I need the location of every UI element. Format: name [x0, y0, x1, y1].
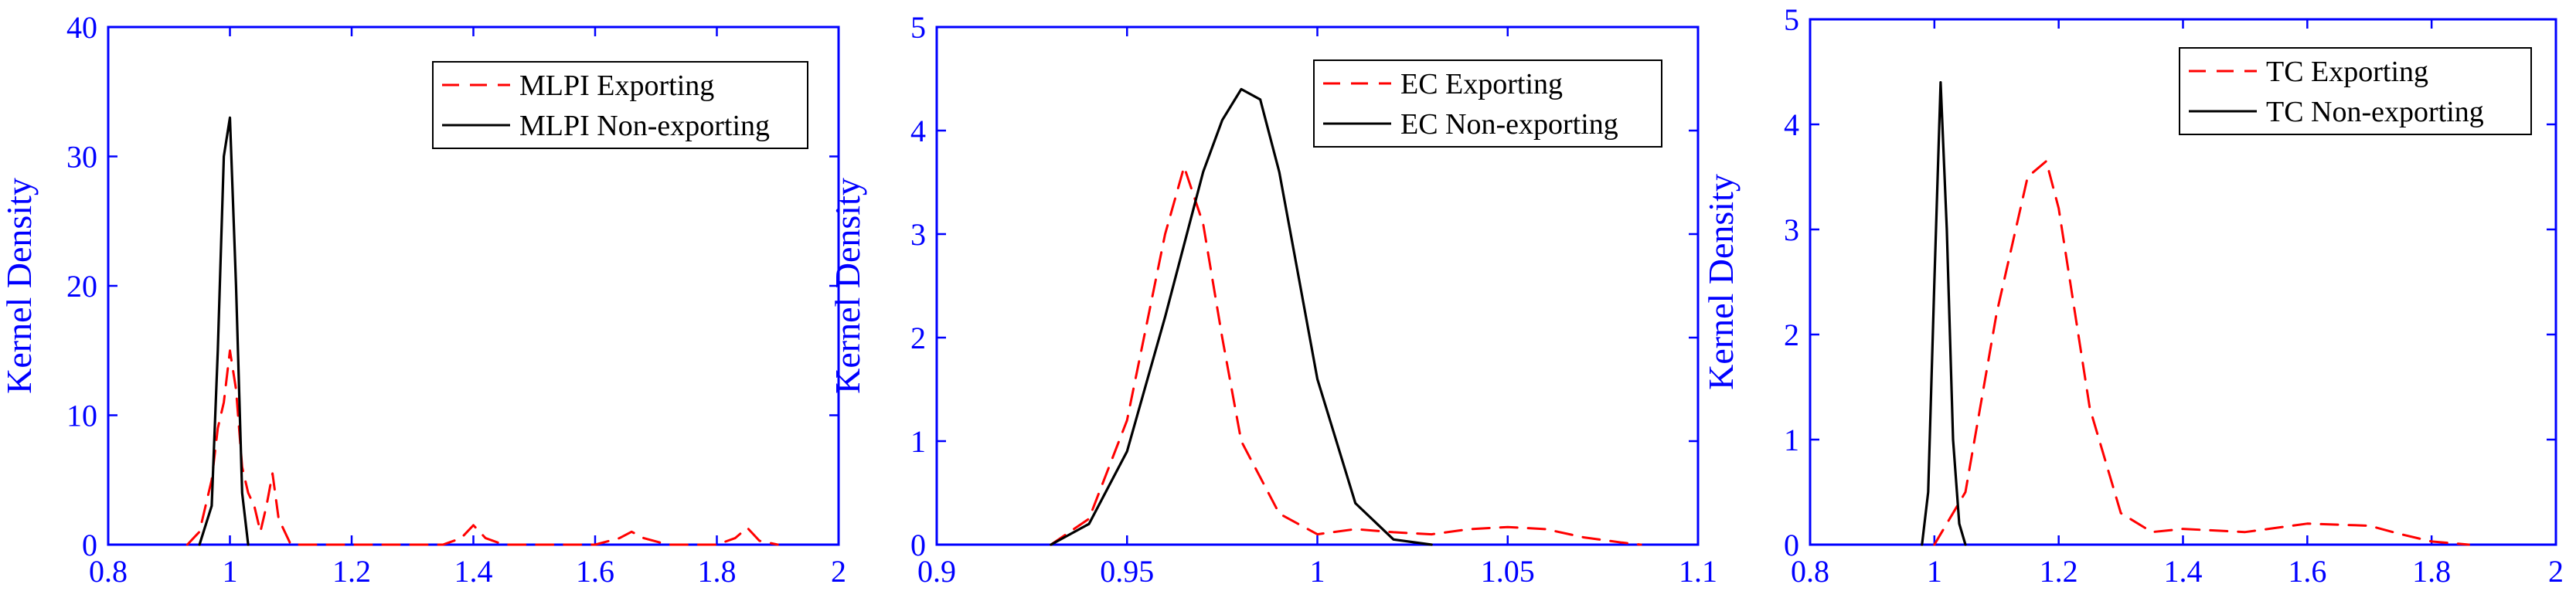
legend-entry: EC Exporting: [1400, 68, 1563, 100]
x-tick-label: 1.8: [2412, 554, 2451, 589]
x-tick-label: 2: [831, 554, 846, 589]
y-tick-label: 5: [910, 10, 926, 45]
y-tick-label: 0: [82, 528, 97, 562]
legend: MLPI Exporting MLPI Non-exporting: [432, 61, 808, 149]
y-tick-label: 3: [1784, 212, 1799, 247]
y-tick-label: 0: [1784, 528, 1799, 562]
x-tick-label: 1.2: [2040, 554, 2078, 589]
legend-entry: MLPI Non-exporting: [519, 110, 770, 142]
x-tick-label: 1: [223, 554, 238, 589]
y-tick-label: 5: [1784, 2, 1799, 37]
y-tick-label: 4: [910, 114, 926, 148]
y-tick-label: 30: [66, 140, 97, 175]
x-tick-label: 1.05: [1481, 554, 1535, 589]
y-tick-label: 10: [66, 399, 97, 433]
series-line-2: [1050, 87, 1433, 546]
x-tick-label: 1.2: [332, 554, 371, 589]
chart-panel-2: 0.9 0.95 1 1.05 1.1 0 1 2 3 4 5 Kernel Density EC Ex…: [828, 10, 1717, 589]
legend: EC Exporting EC Non-exporting: [1313, 59, 1662, 148]
series-line-2: [198, 116, 250, 546]
y-tick-label: 4: [1784, 107, 1799, 142]
legend-entry: MLPI Exporting: [519, 70, 714, 102]
y-tick-label: 2: [1784, 318, 1799, 352]
y-tick-label: 2: [910, 321, 926, 355]
y-tick-label: 0: [910, 528, 926, 562]
series-line-1: [1933, 160, 2470, 546]
x-tick-label: 0.8: [89, 554, 128, 589]
legend-box: [1313, 59, 1662, 148]
y-tick-label: 40: [66, 10, 97, 45]
legend-entry: TC Non-exporting: [2266, 96, 2484, 128]
y-tick-label: 1: [910, 424, 926, 459]
series-line-2: [1921, 80, 1967, 546]
x-tick-label: 2: [2548, 554, 2564, 589]
y-tick-label: 1: [1784, 423, 1799, 457]
y-tick-label: 3: [910, 217, 926, 252]
x-tick-label: 0.9: [917, 554, 956, 589]
x-tick-label: 0.95: [1100, 554, 1154, 589]
legend-entry: TC Exporting: [2266, 56, 2428, 88]
y-axis-label: Kernel Density: [0, 178, 39, 394]
x-tick-label: 1.1: [1679, 554, 1717, 589]
x-tick-label: 1.8: [698, 554, 737, 589]
chart-panel-3: 0.8 1 1.2 1.4 1.6 1.8 2 0 1 2 3 4 5 Kernel Density TC …: [1701, 2, 2564, 589]
x-tick-label: 1.6: [2288, 554, 2326, 589]
x-tick-label: 1.4: [2164, 554, 2203, 589]
legend-entry: EC Non-exporting: [1400, 108, 1618, 141]
y-axis-label: Kernel Density: [1701, 174, 1741, 390]
y-axis-label: Kernel Density: [828, 178, 867, 394]
legend-box: [2179, 47, 2532, 135]
x-tick-label: 0.8: [1791, 554, 1829, 589]
series-line-1: [185, 349, 779, 546]
legend: TC Exporting TC Non-exporting: [2179, 47, 2532, 135]
legend-box: [432, 61, 808, 149]
x-tick-label: 1.6: [576, 554, 614, 589]
series-line-1: [1050, 165, 1642, 546]
x-tick-label: 1.4: [454, 554, 493, 589]
x-tick-label: 1: [1927, 554, 1942, 589]
y-tick-label: 20: [66, 269, 97, 304]
x-tick-label: 1: [1310, 554, 1325, 589]
